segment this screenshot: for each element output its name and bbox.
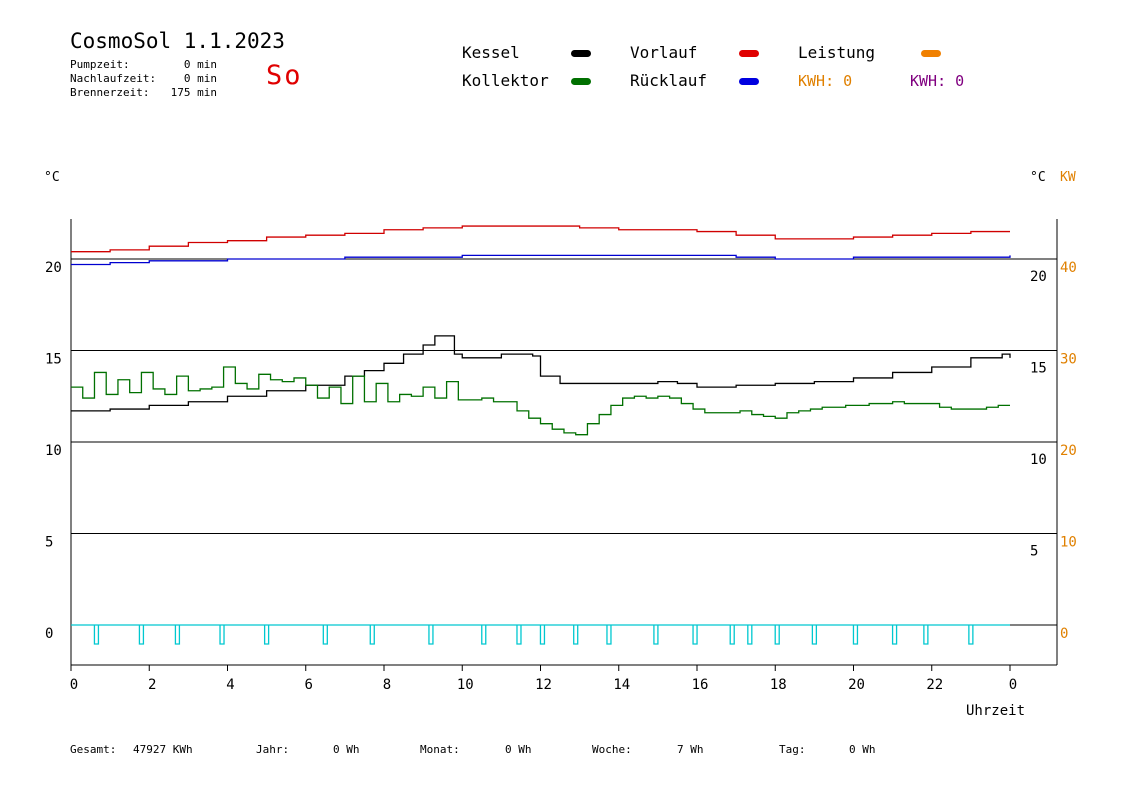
footer-tag-value: 0 Wh	[849, 743, 876, 756]
x-tick-label: 4	[226, 677, 234, 693]
weekday-label: So	[266, 60, 303, 91]
x-tick-label: 16	[692, 677, 709, 693]
series-line-vorlauf	[71, 225, 1010, 253]
footer-tag-label: Tag:	[779, 743, 806, 756]
legend-label-leistung: Leistung	[798, 43, 876, 62]
legend-swatch-leistung	[921, 50, 941, 57]
series-line-kessel	[71, 335, 1011, 412]
stat-value-nachlaufzeit: 0 min	[183, 72, 217, 85]
stat-value-brennerzeit: 175 min	[170, 86, 217, 99]
kw-tick-label: 0	[1060, 626, 1068, 642]
kw-tick-label: 20	[1060, 443, 1077, 459]
pump-pulse	[481, 625, 487, 645]
pump-pulse	[93, 625, 100, 645]
legend-label-kollektor: Kollektor	[462, 71, 549, 90]
y-tick-label-right: 20	[1030, 269, 1047, 285]
footer-jahr-value: 0 Wh	[333, 743, 360, 756]
pump-pulse	[729, 625, 735, 645]
legend-swatch-ruecklauf	[739, 78, 759, 85]
y-tick-label-left: 20	[45, 260, 62, 276]
pump-pulse	[968, 625, 974, 645]
x-tick-label: 6	[305, 677, 313, 693]
x-tick-label: 20	[848, 677, 865, 693]
x-tick-label: 2	[148, 677, 156, 693]
stat-label-pumpzeit: Pumpzeit:	[70, 58, 130, 71]
y-tick-label-right: 15	[1030, 361, 1047, 377]
footer-woche-label: Woche:	[592, 743, 632, 756]
y-tick-label-left: 5	[45, 535, 53, 551]
pump-pulse	[573, 625, 579, 645]
footer-gesamt-value: 47927 KWh	[133, 743, 193, 756]
series-line-rcklauf	[71, 254, 1011, 266]
x-tick-label: 18	[770, 677, 787, 693]
y-axis-unit-right: °C	[1030, 170, 1046, 185]
footer-monat-label: Monat:	[420, 743, 460, 756]
x-tick-label: 10	[457, 677, 474, 693]
footer-woche-value: 7 Wh	[677, 743, 704, 756]
pump-pulse	[891, 625, 898, 645]
pump-pulse	[369, 625, 375, 645]
stat-label-nachlaufzeit: Nachlaufzeit:	[70, 72, 157, 85]
pump-pulse	[811, 625, 818, 645]
legend-swatch-kollektor	[571, 78, 591, 85]
series-line-kollektor	[71, 366, 1010, 436]
x-tick-label: 0	[1009, 677, 1017, 693]
pump-pulse	[263, 625, 270, 645]
pump-pulse	[428, 625, 434, 645]
y-tick-label-right: 5	[1030, 544, 1038, 560]
y-axis-unit-left: °C	[44, 170, 60, 185]
legend-label-vorlauf: Vorlauf	[630, 43, 698, 62]
footer-monat-value: 0 Wh	[505, 743, 532, 756]
pump-pulse	[774, 625, 780, 645]
x-tick-label: 12	[535, 677, 552, 693]
y-tick-label-left: 15	[45, 352, 62, 368]
y-tick-label-right: 10	[1030, 452, 1047, 468]
legend-label-ruecklauf: Rücklauf	[630, 71, 708, 90]
kw-tick-label: 40	[1060, 260, 1077, 276]
kw-tick-label: 30	[1060, 352, 1077, 368]
kw-tick-label: 10	[1060, 535, 1077, 551]
x-tick-label: 8	[383, 677, 391, 693]
y-axis-unit-kw: KW	[1060, 170, 1076, 185]
y-tick-label-left: 10	[45, 443, 62, 459]
pump-pulse	[653, 625, 659, 645]
legend-kwh-purple: KWH: 0	[910, 72, 965, 90]
pump-pulse	[174, 625, 181, 645]
pump-pulse	[606, 625, 612, 645]
pump-pulse	[923, 625, 929, 645]
pump-pulse	[747, 625, 753, 645]
pump-pulse	[516, 625, 522, 645]
pump-pulse	[322, 625, 328, 645]
page-title: CosmoSol 1.1.2023	[70, 29, 285, 53]
legend-kwh-orange: KWH: 0	[798, 72, 853, 90]
pump-pulse	[539, 625, 546, 645]
y-tick-label-left: 0	[45, 626, 53, 642]
footer-jahr-label: Jahr:	[256, 743, 290, 756]
x-tick-label: 0	[70, 677, 78, 693]
x-tick-label: 14	[613, 677, 630, 693]
legend-swatch-kessel	[571, 50, 591, 57]
stat-value-pumpzeit: 0 min	[183, 58, 217, 71]
pump-pulse	[692, 625, 698, 645]
legend-label-kessel: Kessel	[462, 43, 520, 62]
x-axis-label: Uhrzeit	[966, 703, 1025, 719]
x-tick-label: 22	[926, 677, 943, 693]
stat-label-brennerzeit: Brennerzeit:	[70, 86, 150, 99]
legend-swatch-vorlauf	[739, 50, 759, 57]
footer-gesamt-label: Gesamt:	[70, 743, 117, 756]
pump-pulse	[852, 625, 859, 645]
pump-pulse	[138, 625, 145, 645]
pump-pulse	[219, 625, 225, 645]
